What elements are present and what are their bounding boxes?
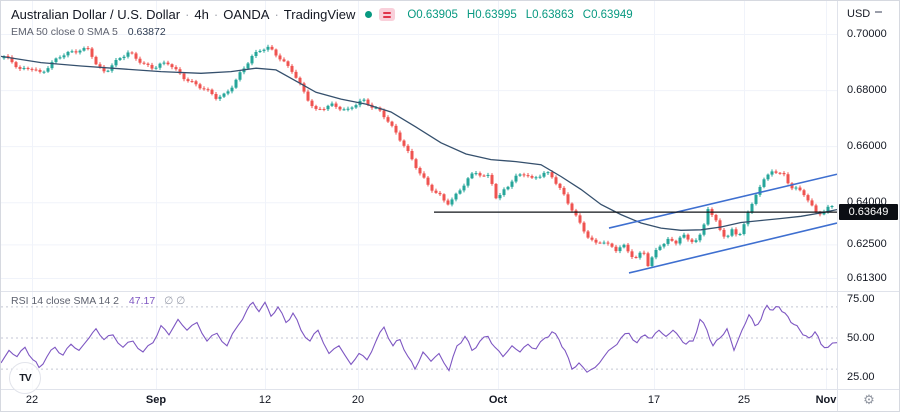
price-tick-label: 0.64000 xyxy=(847,196,887,209)
ohlc-high: H0.63995 xyxy=(466,8,517,21)
rsi-band-lines xyxy=(1,306,837,370)
currency-label[interactable]: USD xyxy=(847,8,883,20)
market-status-icon xyxy=(365,11,373,18)
ema-line[interactable] xyxy=(1,55,837,231)
time-axis-label: Sep xyxy=(145,394,167,406)
time-axis-border xyxy=(1,389,899,390)
symbol-header[interactable]: Australian Dollar / U.S. Dollar · 4h · O… xyxy=(11,7,633,22)
header-separator: · xyxy=(274,7,279,22)
axis-separator[interactable] xyxy=(837,1,838,411)
trendline-lower[interactable] xyxy=(628,222,837,274)
rsi-tick-label: 50.00 xyxy=(847,332,875,344)
rsi-line[interactable] xyxy=(1,301,837,373)
time-axis-label: 22 xyxy=(25,394,39,406)
ema-legend[interactable]: EMA 50 close 0 SMA 5 0.63872 xyxy=(11,26,166,38)
time-axis-label: Oct xyxy=(488,394,508,406)
rsi-legend[interactable]: RSI 14 close SMA 14 2 47.17 ∅ ∅ xyxy=(11,295,185,307)
ohlc-readout: O0.63905 H0.63995 L0.63863 C0.63949 xyxy=(407,9,632,21)
grid xyxy=(1,1,837,389)
rsi-legend-label: RSI 14 close SMA 14 2 xyxy=(11,295,119,307)
ray-price-label: 0.63649 xyxy=(839,204,898,221)
notes-icon[interactable] xyxy=(379,8,396,21)
chart-canvas[interactable] xyxy=(1,1,837,389)
header-separator: · xyxy=(213,7,219,22)
header-separator: · xyxy=(185,7,190,22)
price-tick-label: 0.61300 xyxy=(847,272,887,284)
rsi-legend-hidden-values: ∅ ∅ xyxy=(164,295,186,307)
time-axis-label: 17 xyxy=(647,394,661,406)
ohlc-low: L0.63863 xyxy=(525,8,574,21)
exchange-label[interactable]: OANDA xyxy=(223,7,270,22)
time-axis-label: 25 xyxy=(737,394,751,406)
price-tick-label: 0.70000 xyxy=(847,28,887,40)
price-tick-label: 0.68000 xyxy=(847,84,887,97)
symbol-title[interactable]: Australian Dollar / U.S. Dollar xyxy=(11,7,181,22)
axis-menu-dash-icon xyxy=(875,11,883,13)
rsi-tick-label: 25.00 xyxy=(847,370,875,383)
ema-legend-value: 0.63872 xyxy=(127,26,166,38)
price-tick-label: 0.66000 xyxy=(847,140,887,153)
time-axis-label: Nov xyxy=(815,394,837,406)
price-axis[interactable]: USD 0.63649 0.70000 0.68000 0.66000 0.64000… xyxy=(838,1,899,389)
time-axis-label: 12 xyxy=(258,394,272,406)
platform-label: TradingView xyxy=(283,7,356,22)
tradingview-watermark-icon[interactable]: TV xyxy=(9,362,41,394)
candlestick-series[interactable] xyxy=(2,44,834,269)
rsi-tick-label: 75.00 xyxy=(847,293,875,306)
price-tick-label: 0.62500 xyxy=(847,238,887,251)
settings-gear-icon[interactable]: ⚙ xyxy=(863,392,875,407)
pane-divider[interactable] xyxy=(1,291,899,292)
time-axis-label: 20 xyxy=(351,394,365,406)
time-axis[interactable]: 22 Sep 12 20 Oct 17 25 Nov xyxy=(1,390,837,411)
interval-label[interactable]: 4h xyxy=(194,7,209,22)
trendline-upper[interactable] xyxy=(608,173,837,229)
ohlc-open: O0.63905 xyxy=(407,8,458,21)
ohlc-close: C0.63949 xyxy=(582,8,633,21)
rsi-legend-value: 47.17 xyxy=(128,295,156,307)
ema-legend-label: EMA 50 close 0 SMA 5 xyxy=(11,26,118,38)
